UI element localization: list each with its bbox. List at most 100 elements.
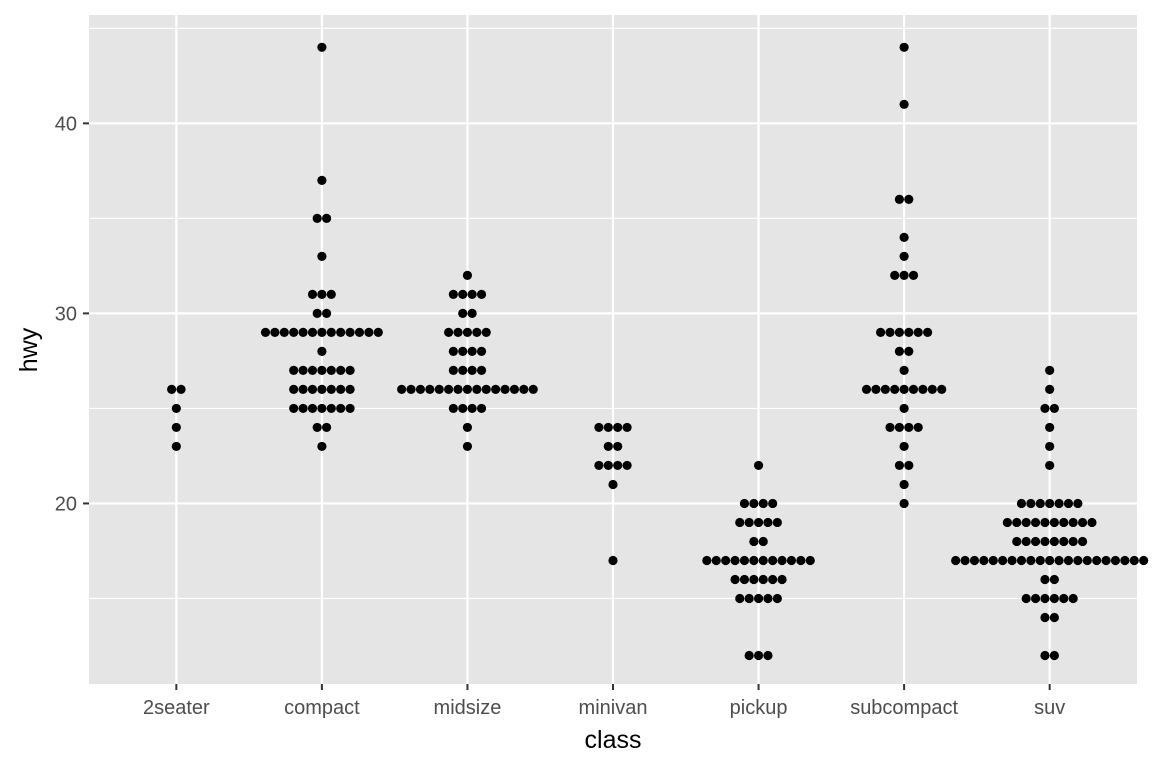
data-point <box>1120 555 1130 566</box>
data-point <box>894 194 905 204</box>
data-point <box>702 555 712 566</box>
data-point <box>317 346 327 357</box>
data-point <box>476 346 487 357</box>
data-point <box>1030 517 1041 528</box>
data-point <box>744 517 754 528</box>
data-point <box>904 194 914 204</box>
data-point <box>622 460 632 471</box>
data-point <box>777 574 787 585</box>
data-point <box>448 346 458 357</box>
data-point <box>345 327 355 337</box>
data-point <box>458 289 468 299</box>
data-point <box>425 384 435 395</box>
data-point <box>913 327 923 337</box>
data-point <box>1021 517 1031 528</box>
data-point <box>345 384 355 395</box>
data-point <box>1087 517 1097 528</box>
data-point <box>1045 365 1055 376</box>
data-point <box>298 403 308 414</box>
data-point <box>307 365 318 376</box>
data-point <box>1040 650 1050 661</box>
x-tick-label: 2seater <box>143 697 210 719</box>
data-point <box>345 365 355 376</box>
data-point <box>739 574 750 585</box>
data-point <box>1040 612 1050 623</box>
data-point <box>768 555 778 566</box>
data-point <box>317 327 327 337</box>
data-point <box>289 403 299 414</box>
data-point <box>1059 517 1069 528</box>
data-point <box>603 441 613 452</box>
data-point <box>444 327 454 337</box>
data-point <box>317 441 327 452</box>
data-point <box>998 555 1008 566</box>
data-point <box>735 593 745 604</box>
data-point <box>467 346 477 357</box>
data-point <box>871 384 881 395</box>
data-point <box>923 327 933 337</box>
data-point <box>908 384 919 395</box>
data-point <box>326 327 336 337</box>
data-point <box>805 555 815 566</box>
data-point <box>312 422 322 433</box>
data-point <box>458 346 468 357</box>
data-point <box>899 270 909 280</box>
data-point <box>326 365 336 376</box>
data-point <box>444 384 454 395</box>
y-tick-label: 40 <box>55 113 77 135</box>
data-point <box>1007 555 1017 566</box>
data-point <box>1101 555 1111 566</box>
data-point <box>758 498 768 509</box>
data-point <box>603 460 613 471</box>
data-point <box>1054 498 1064 509</box>
data-point <box>270 327 280 337</box>
data-point <box>476 365 487 376</box>
data-point <box>1002 517 1012 528</box>
data-point <box>1012 517 1022 528</box>
data-point <box>744 650 754 661</box>
data-point <box>354 327 365 337</box>
data-point <box>899 441 909 452</box>
x-tick-label: minivan <box>579 697 648 719</box>
data-point <box>753 460 764 471</box>
x-tick-label: subcompact <box>850 697 958 719</box>
data-point <box>326 403 336 414</box>
data-point <box>979 555 989 566</box>
data-point <box>753 517 764 528</box>
data-point <box>1049 517 1059 528</box>
data-point <box>406 384 416 395</box>
data-point <box>462 327 473 337</box>
data-point <box>1068 536 1078 547</box>
data-point <box>739 555 750 566</box>
x-tick-label: suv <box>1034 697 1065 719</box>
data-point <box>1040 593 1050 604</box>
data-point <box>899 403 909 414</box>
data-point <box>1049 403 1059 414</box>
data-point <box>397 384 407 395</box>
data-point <box>1045 460 1055 471</box>
data-point <box>885 327 895 337</box>
data-point <box>594 460 604 471</box>
data-point <box>448 289 458 299</box>
data-point <box>171 441 181 452</box>
data-point <box>289 384 299 395</box>
data-point <box>1035 555 1045 566</box>
data-point <box>861 384 872 395</box>
data-point <box>904 346 914 357</box>
data-point <box>1026 498 1036 509</box>
data-point <box>927 384 937 395</box>
data-point <box>608 479 618 490</box>
data-point <box>171 422 181 433</box>
data-point <box>1030 593 1041 604</box>
data-point <box>467 308 477 318</box>
data-point <box>594 422 604 433</box>
data-point <box>462 384 473 395</box>
x-tick-label: midsize <box>434 697 502 719</box>
data-point <box>763 650 773 661</box>
data-point <box>1016 498 1027 509</box>
data-point <box>744 593 754 604</box>
data-point <box>1068 517 1078 528</box>
data-point <box>467 365 477 376</box>
data-point <box>1077 536 1088 547</box>
data-point <box>1049 612 1059 623</box>
